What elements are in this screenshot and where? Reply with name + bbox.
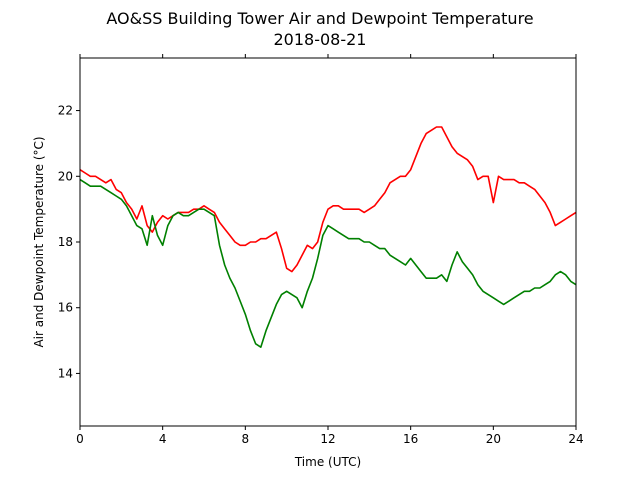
axis-layer: 0 4 8 12 16 20 24 14 16 18 20 22 — [58, 54, 584, 446]
x-tick-label: 16 — [403, 432, 418, 446]
y-tick-label: 16 — [58, 301, 73, 315]
series-layer — [79, 126, 577, 348]
y-tick-label: 20 — [58, 169, 73, 183]
y-tick-label: 14 — [58, 366, 73, 380]
plot-frame — [79, 57, 577, 427]
x-tick-label: 24 — [568, 432, 583, 446]
y-tick-label: 22 — [58, 104, 73, 118]
x-tick-label: 4 — [159, 432, 167, 446]
x-tick-label: 12 — [320, 432, 335, 446]
chart-title: AO&SS Building Tower Air and Dewpoint Te… — [106, 9, 533, 28]
series-line-1 — [79, 126, 577, 273]
x-axis-label: Time (UTC) — [294, 455, 361, 469]
y-axis-label: Air and Dewpoint Temperature (°C) — [32, 136, 46, 347]
x-tick-label: 20 — [486, 432, 501, 446]
x-tick-label: 8 — [242, 432, 250, 446]
y-tick-label: 18 — [58, 235, 73, 249]
chart-subtitle: 2018-08-21 — [274, 30, 367, 49]
x-tick-label: 0 — [76, 432, 84, 446]
series-line-2 — [79, 178, 577, 348]
